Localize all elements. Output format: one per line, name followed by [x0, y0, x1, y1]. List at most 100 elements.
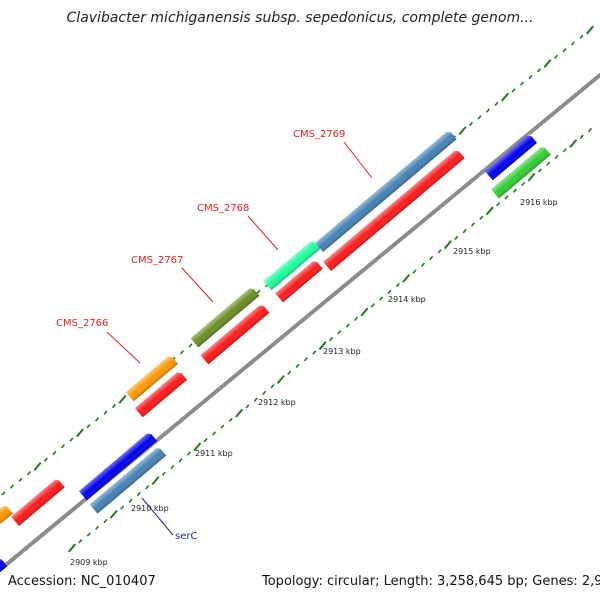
- gene-bar-orange-cms2766[interactable]: [125, 354, 179, 402]
- tick-mark: [579, 34, 584, 39]
- tick-mark: [203, 437, 208, 443]
- tick-mark: [95, 525, 100, 530]
- tick-mark: [468, 121, 474, 127]
- gene-bar-blue[interactable]: [78, 431, 158, 501]
- inner-tick-ring: [68, 127, 593, 553]
- tick-mark: [312, 350, 317, 355]
- tick-mark: [178, 458, 183, 463]
- tick-mark: [212, 431, 217, 436]
- gene-bar-steelblue-cms2769[interactable]: [315, 129, 457, 253]
- label-leader-line: [106, 331, 141, 364]
- gene-bar-red[interactable]: [11, 478, 65, 526]
- gene-bar-green[interactable]: [491, 145, 551, 199]
- gene-bar-shade: [484, 133, 538, 181]
- gene-bar-blue[interactable]: [484, 133, 538, 181]
- tick-mark: [504, 195, 509, 200]
- tick-mark: [553, 54, 559, 60]
- tick-mark: [485, 108, 491, 113]
- tick-mark: [228, 417, 233, 423]
- gene-label-cms-2766[interactable]: CMS_2766: [56, 318, 108, 329]
- gene-bar-red[interactable]: [134, 370, 188, 418]
- scale-label: 2916 kbp: [520, 198, 558, 207]
- tick-mark: [161, 471, 166, 477]
- tick-mark: [78, 539, 83, 544]
- gene-bar-shade: [0, 556, 8, 576]
- tick-mark: [354, 316, 359, 321]
- gene-bar-blue[interactable]: [0, 556, 8, 576]
- tick-mark: [256, 289, 261, 295]
- tick-mark: [18, 477, 23, 483]
- gene-label-cms-2768[interactable]: CMS_2768: [197, 203, 249, 214]
- tick-mark: [494, 101, 499, 107]
- tick-mark: [52, 450, 57, 456]
- tick-mark: [586, 25, 594, 35]
- scale-labels: 2909 kbp 2910 kbp 2911 kbp 2912 kbp 2913 kbp…: [70, 198, 558, 567]
- tick-mark: [318, 341, 327, 351]
- tick-mark: [103, 518, 108, 524]
- tick-mark: [512, 188, 517, 193]
- tick-mark: [471, 222, 476, 227]
- tick-mark: [1, 491, 6, 496]
- tick-mark: [536, 68, 542, 73]
- tick-mark: [412, 269, 417, 274]
- label-leader-line: [141, 497, 174, 536]
- tick-mark: [479, 215, 484, 220]
- tick-mark: [379, 296, 384, 301]
- tick-mark: [245, 404, 250, 409]
- tick-mark: [477, 115, 482, 120]
- tick-mark: [402, 273, 411, 283]
- tick-mark: [395, 282, 400, 288]
- gene-label-cms-2769[interactable]: CMS_2769: [293, 129, 345, 140]
- tick-mark: [295, 363, 300, 369]
- tick-mark: [276, 374, 285, 384]
- tick-mark: [458, 126, 467, 136]
- tick-mark: [420, 262, 425, 268]
- gene-label-cms-2767[interactable]: CMS_2767: [131, 255, 183, 266]
- tick-mark: [437, 249, 442, 254]
- tick-mark: [68, 543, 76, 553]
- tick-mark: [501, 92, 509, 102]
- scale-label: 2913 kbp: [323, 347, 361, 356]
- tick-mark: [220, 424, 225, 429]
- tick-mark: [543, 59, 552, 69]
- tick-mark: [579, 134, 584, 139]
- gene-bar-red[interactable]: [275, 259, 323, 303]
- tick-mark: [94, 417, 100, 422]
- tick-mark: [111, 403, 117, 409]
- tick-mark: [554, 154, 559, 160]
- gene-bar-shade: [78, 431, 158, 501]
- gene-bar-red[interactable]: [323, 148, 465, 272]
- tick-mark: [587, 127, 593, 133]
- scale-label: 2910 kbp: [131, 504, 169, 513]
- gene-bar-steelblue[interactable]: [89, 446, 167, 514]
- gene-label-serc[interactable]: serC: [175, 531, 197, 542]
- gene-bar-shade: [89, 446, 167, 514]
- tick-mark: [179, 350, 185, 355]
- gene-bar-shade: [491, 145, 551, 199]
- gene-bar-shade: [323, 148, 465, 272]
- tick-mark: [170, 464, 175, 470]
- gene-bar-shade: [315, 129, 457, 253]
- tick-mark: [570, 41, 576, 46]
- tick-mark: [528, 74, 533, 80]
- accession-text: Accession: NC_010407: [8, 574, 156, 589]
- scale-label: 2914 kbp: [388, 295, 426, 304]
- gene-bar-olive-cms2767[interactable]: [190, 286, 260, 348]
- tick-mark: [120, 505, 125, 510]
- tick-mark: [519, 81, 525, 86]
- gene-bar-red[interactable]: [200, 303, 270, 365]
- tick-mark: [188, 343, 193, 348]
- tick-mark: [186, 451, 191, 456]
- tick-mark: [9, 484, 15, 489]
- label-leader-line: [181, 267, 214, 303]
- gene-bar-orange[interactable]: [0, 504, 13, 524]
- tick-mark: [26, 470, 32, 476]
- tick-mark: [537, 168, 542, 173]
- gene-labels: CMS_2766 CMS_2767 CMS_2768 CMS_2769 serC: [56, 129, 373, 542]
- tick-mark: [443, 240, 452, 250]
- gene-bar-aqua-cms2768[interactable]: [263, 239, 321, 291]
- tick-mark: [253, 397, 258, 402]
- tick-mark: [360, 307, 369, 317]
- tick-mark: [527, 172, 536, 182]
